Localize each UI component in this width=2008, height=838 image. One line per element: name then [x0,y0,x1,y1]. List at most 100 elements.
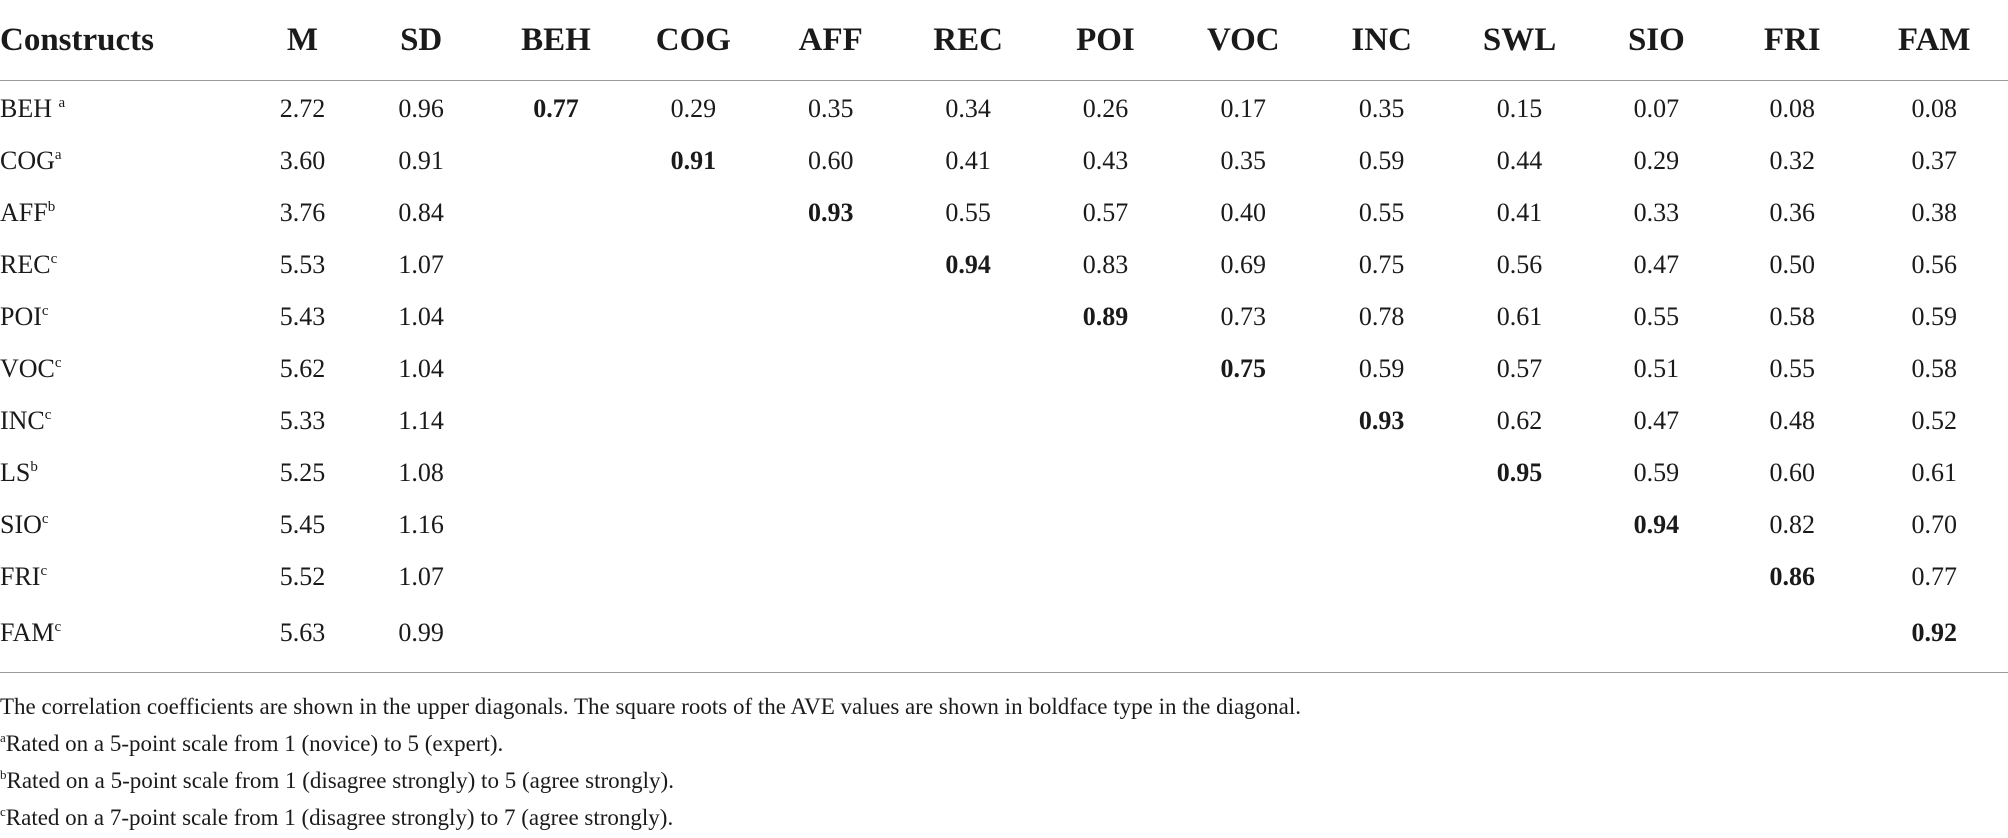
footnote-text: Rated on a 7-point scale from 1 (disagre… [5,805,674,830]
table-cell: 0.29 [1633,146,1680,175]
table-cell: 0.08 [1911,94,1957,123]
table-row: POIc 5.43 1.04 0.89 0.73 0.78 0.61 0.55 0.58 0.59 [0,291,2008,343]
table-cell [1313,603,1450,663]
diagonal-cell: 0.89 [1082,302,1129,331]
table-cell [1174,447,1313,499]
table-cell [899,447,1037,499]
footnote-text: Rated on a 5-point scale from 1 (novice)… [5,731,504,756]
table-cell: 0.59 [1358,146,1405,175]
table-cell: 0.17 [1220,94,1267,123]
construct-name: INC [0,406,45,435]
diagonal-cell: 0.93 [1358,406,1405,435]
footnote-c: cRated on a 7-point scale from 1 (disagr… [0,799,2000,836]
table-cell: 0.59 [1911,302,1957,331]
table-cell: 0.57 [1496,354,1543,383]
table-cell: 0.60 [1769,458,1815,487]
row-label: AFFb [0,187,250,239]
construct-name: BEH [0,94,59,123]
table-cell: 5.52 [279,562,326,591]
table-cell [1174,551,1313,603]
table-cell: 0.32 [1769,146,1815,175]
table-cell [763,603,899,663]
table-cell [1037,499,1173,551]
table-bottom-rule [0,672,2008,673]
column-header-poi: POI [1037,0,1174,81]
row-label: SIOc [0,499,250,551]
table-cell [1174,499,1313,551]
table-row: VOCc 5.62 1.04 0.75 0.59 0.57 0.51 0.55 0.58 [0,343,2008,395]
table-cell: 1.14 [398,406,444,435]
table-cell: 0.55 [945,198,991,227]
table-cell: 0.57 [1082,198,1129,227]
construct-name: REC [0,250,51,279]
table-cell: 1.16 [398,510,444,539]
table-cell: 0.50 [1769,250,1815,279]
table-cell [488,603,624,663]
table-cell: 0.77 [1911,562,1957,591]
table-cell: 0.58 [1769,302,1815,331]
table-cell [1174,603,1313,663]
table-cell: 5.33 [279,406,326,435]
table-cell [624,499,762,551]
diagonal-cell: 0.94 [1633,510,1680,539]
table-cell [763,239,899,291]
table-cell: 0.37 [1911,146,1957,175]
table-cell: 0.52 [1911,406,1957,435]
construct-superscript: c [54,619,62,635]
table-cell: 0.73 [1220,302,1267,331]
footnote-text: Rated on a 5-point scale from 1 (disagre… [6,768,674,793]
row-label: FAMc [0,603,250,663]
table-cell [899,291,1037,343]
table-cell: 0.96 [398,94,444,123]
construct-name: VOC [0,354,55,383]
table-cell [488,187,624,239]
table-row: SIOc 5.45 1.16 0.94 0.82 0.70 [0,499,2008,551]
table-row: COGa 3.60 0.91 0.91 0.60 0.41 0.43 0.35 0.59 0.44… [0,135,2008,187]
column-header-beh: BEH [487,0,625,81]
row-label: RECc [0,239,250,291]
table-row: AFFb 3.76 0.84 0.93 0.55 0.57 0.40 0.55 0.41 0.33… [0,187,2008,239]
table-cell [1037,551,1173,603]
row-label: POIc [0,291,250,343]
table-cell: 0.83 [1082,250,1129,279]
table-cell [763,343,899,395]
table-cell: 3.60 [279,146,326,175]
correlation-table: Constructs M SD BEH COG AFF REC POI VOC INC SWL SIO… [0,0,2008,664]
table-cell [624,291,762,343]
table-cell: 3.76 [279,198,326,227]
table-cell: 0.91 [398,146,444,175]
construct-superscript: c [40,563,48,579]
table-cell: 0.59 [1358,354,1405,383]
table-cell: 0.33 [1633,198,1680,227]
table-body: BEH a 2.72 0.96 0.77 0.29 0.35 0.34 0.26 0.17 0.3… [0,81,2008,664]
table-cell [1174,395,1313,447]
column-header-fri: FRI [1724,0,1861,81]
table-cell: 0.70 [1911,510,1957,539]
table-row: BEH a 2.72 0.96 0.77 0.29 0.35 0.34 0.26 0.17 0.3… [0,81,2008,136]
table-cell [488,291,624,343]
table-cell: 0.43 [1082,146,1129,175]
table-row: INCc 5.33 1.14 0.93 0.62 0.47 0.48 0.52 [0,395,2008,447]
table-cell: 0.48 [1769,406,1815,435]
table-cell: 0.75 [1358,250,1405,279]
table-cell: 0.56 [1911,250,1957,279]
table-cell: 0.56 [1496,250,1543,279]
table-row: RECc 5.53 1.07 0.94 0.83 0.69 0.75 0.56 0.47 0.50… [0,239,2008,291]
table-cell [1450,499,1588,551]
table-cell: 5.43 [279,302,326,331]
table-cell [488,447,624,499]
footnote-marker: c [0,804,6,819]
table-cell: 0.36 [1769,198,1815,227]
table-cell [624,187,762,239]
table-cell [899,603,1037,663]
table-cell: 0.59 [1633,458,1680,487]
table-cell: 0.55 [1358,198,1405,227]
table-cell: 0.99 [398,618,444,647]
diagonal-cell: 0.91 [670,146,717,175]
table-cell: 0.82 [1769,510,1815,539]
column-header-m: M [250,0,355,81]
table-cell [1724,603,1860,663]
column-header-sd: SD [354,0,488,81]
construct-superscript: c [50,251,58,267]
footnote-general: The correlation coefficients are shown i… [0,694,1302,719]
